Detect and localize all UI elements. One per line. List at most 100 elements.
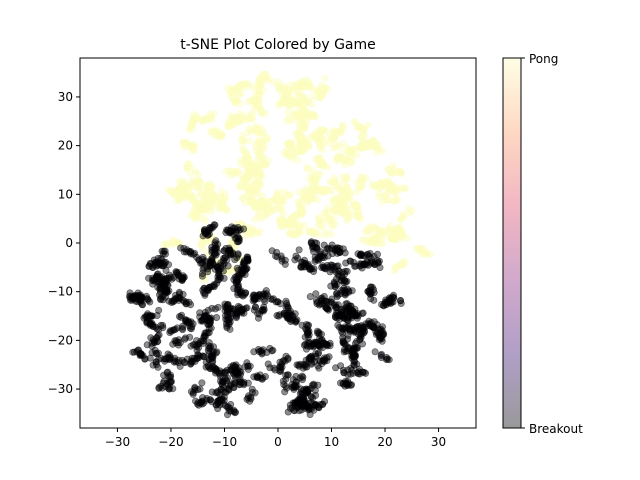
scatter-point (312, 184, 320, 192)
scatter-point (286, 404, 294, 412)
scatter-point (204, 231, 212, 239)
scatter-point (349, 150, 357, 158)
scatter-point (236, 81, 244, 89)
scatter-point (343, 277, 351, 285)
scatter-point (370, 224, 378, 232)
scatter-point (187, 169, 195, 177)
scatter-point (357, 260, 365, 268)
scatter-point (213, 313, 221, 321)
scatter-point (258, 200, 266, 208)
scatter-point (397, 215, 405, 223)
scatter-point (362, 369, 370, 377)
scatter-point (273, 248, 281, 256)
scatter-point (145, 274, 153, 282)
scatter-point (339, 379, 347, 387)
scatter-point (389, 235, 397, 243)
scatter-point (337, 206, 345, 214)
scatter-point (376, 228, 384, 236)
scatter-point (295, 226, 303, 234)
scatter-point (305, 196, 313, 204)
scatter-point (262, 110, 270, 118)
colorbar-label-breakout: Breakout (529, 422, 583, 436)
scatter-point (276, 87, 284, 95)
scatter-point (304, 402, 312, 410)
scatter-point (226, 228, 234, 236)
scatter-point (291, 85, 299, 93)
scatter-point (294, 109, 302, 117)
scatter-point (303, 386, 311, 394)
scatter-point (302, 325, 310, 333)
scatter-point (296, 197, 304, 205)
scatter-point (357, 183, 365, 191)
scatter-point (371, 348, 379, 356)
scatter-point (245, 155, 253, 163)
scatter-point (203, 186, 211, 194)
scatter-point (368, 239, 376, 247)
scatter-point (285, 229, 293, 237)
scatter-point (282, 191, 290, 199)
scatter-point (178, 276, 186, 284)
scatter-point (350, 349, 358, 357)
scatter-point (375, 145, 383, 153)
y-tick-label: −20 (48, 333, 73, 347)
y-tick-label: 10 (58, 187, 73, 201)
scatter-point (272, 298, 280, 306)
scatter-point (253, 82, 261, 90)
scatter-point (389, 197, 397, 205)
scatter-point (315, 341, 323, 349)
scatter-point (244, 394, 252, 402)
scatter-point (211, 221, 219, 229)
scatter-point (312, 391, 320, 399)
scatter-point (271, 198, 279, 206)
scatter-point (306, 410, 314, 418)
scatter-point (275, 82, 283, 90)
scatter-point (321, 232, 329, 240)
scatter-point (422, 249, 430, 257)
scatter-point (301, 112, 309, 120)
scatter-point (247, 127, 255, 135)
scatter-point (173, 197, 181, 205)
scatter-point (333, 153, 341, 161)
scatter-point (165, 354, 173, 362)
scatter-point (251, 204, 259, 212)
scatter-point (191, 213, 199, 221)
scatter-point (258, 172, 266, 180)
scatter-point (357, 145, 365, 153)
scatter-point (389, 162, 397, 170)
scatter-point (338, 311, 346, 319)
scatter-point (217, 132, 225, 140)
scatter-point (248, 114, 256, 122)
scatter-point (279, 358, 287, 366)
scatter-point (384, 180, 392, 188)
scatter-point (393, 196, 401, 204)
x-tick-label: 20 (377, 435, 392, 449)
scatter-point (189, 122, 197, 130)
scatter-point (222, 402, 230, 410)
scatter-point (198, 242, 206, 250)
scatter-point (329, 206, 337, 214)
scatter-point (342, 304, 350, 312)
scatter-point (341, 200, 349, 208)
scatter-point (281, 188, 289, 196)
scatter-point (235, 274, 243, 282)
scatter-point (315, 231, 323, 239)
scatter-point (284, 304, 292, 312)
scatter-point (220, 203, 228, 211)
scatter-point (341, 288, 349, 296)
scatter-point (253, 373, 261, 381)
x-tick-label: −10 (212, 435, 237, 449)
scatter-point (266, 364, 274, 372)
scatter-point (328, 178, 336, 186)
scatter-point (255, 136, 263, 144)
scatter-point (372, 181, 380, 189)
scatter-point (322, 187, 330, 195)
scatter-point (324, 128, 332, 136)
scatter-point (346, 147, 354, 155)
scatter-point (373, 250, 381, 258)
chart-title: t-SNE Plot Colored by Game (180, 37, 376, 53)
scatter-point (194, 399, 202, 407)
scatter-point (338, 186, 346, 194)
scatter-point (329, 144, 337, 152)
scatter-point (397, 169, 405, 177)
scatter-point (344, 331, 352, 339)
